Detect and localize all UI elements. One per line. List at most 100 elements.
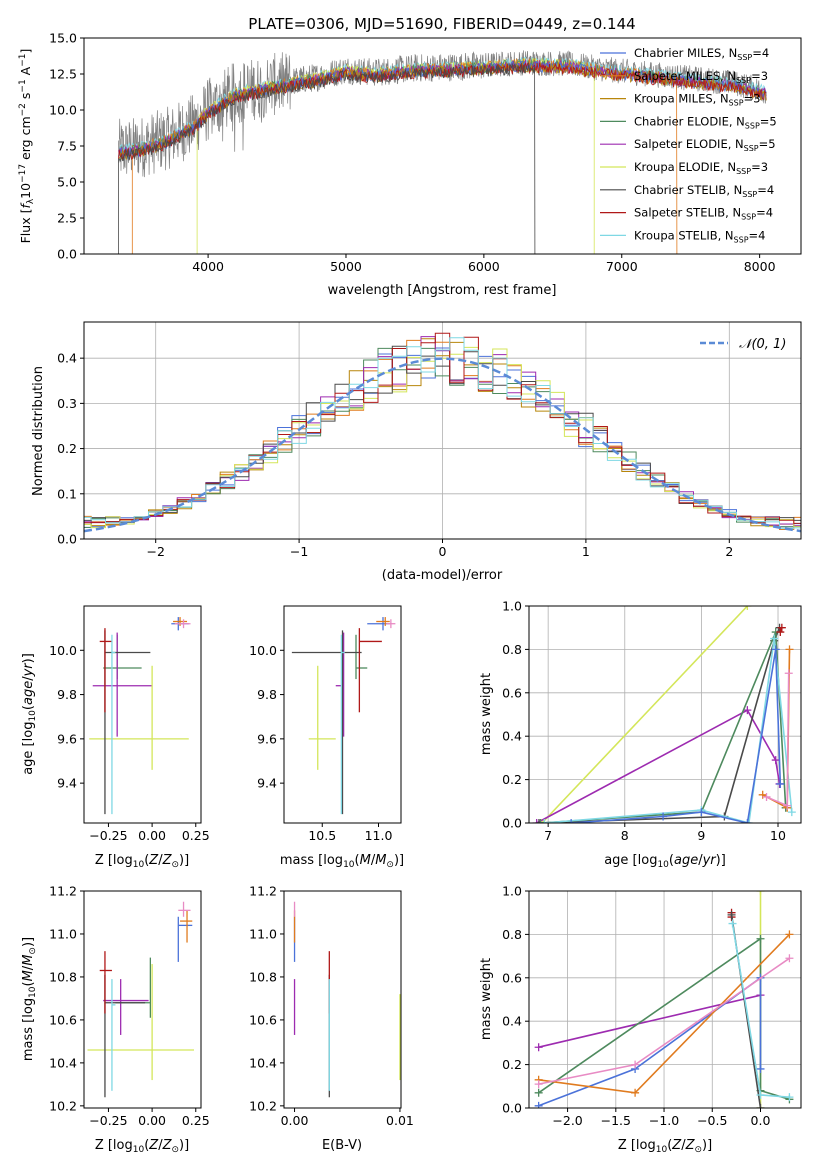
model-line-kroupa-miles [118, 61, 767, 161]
series-line-chabrier-miles [538, 976, 762, 1107]
y-tick-label: 11.2 [249, 884, 277, 899]
spectrum-lines [118, 50, 767, 254]
histogram-salpeter-stelib [84, 332, 801, 524]
series-marker [659, 812, 668, 821]
series-lines [534, 891, 794, 1108]
age-vs-mass-panel: 10.5 11.0 9.4 9.6 9.8 10.0 [249, 605, 402, 843]
series-marker [743, 606, 752, 610]
legend-entry: Salpeter MILES, NSSP=3 [634, 69, 768, 85]
legend-label: Chabrier STELIB, N [634, 183, 742, 197]
series-marker [567, 819, 576, 823]
legend-value: =3 [751, 160, 768, 174]
legend-label: Salpeter MILES, N [634, 69, 736, 83]
x-tick-label: 0.00 [138, 1113, 166, 1128]
x-tick-label: 1 [582, 544, 590, 559]
legend-sub: SSP [736, 76, 751, 85]
x-tick-label: −2.0 [552, 1113, 582, 1128]
legend-sub: SSP [745, 121, 760, 130]
y-tick-label: 11.0 [49, 926, 77, 941]
x-tick-label: 4000 [192, 259, 224, 274]
legend-label: Chabrier ELODIE, N [634, 114, 745, 128]
y-tick-label: 9.8 [257, 687, 277, 702]
x-axis-label: wavelength [Angstrom, rest frame] [328, 283, 557, 298]
y-tick-label: 9.6 [257, 731, 277, 746]
y-axis-label: Flux [fλ10−17 erg cm−2 s−1 A−1] [18, 49, 36, 244]
massweight-vs-metallicity-panel: −2.0 −1.5 −1.0 −0.5 0.0 0.0 0.2 0.4 0.6 0.8 1.0 [502, 884, 802, 1128]
age-vs-metallicity-panel: −0.25 0.00 0.25 9.4 9.6 9.8 10.0 [49, 605, 210, 843]
y-tick-label: 10.8 [249, 969, 277, 984]
series-marker [743, 706, 752, 715]
normal-legend-label: 𝒩(0, 1) [739, 337, 786, 352]
series-marker [728, 919, 737, 928]
legend-sub: SSP [737, 53, 752, 62]
x-tick-label: 6000 [468, 259, 500, 274]
y-tick-label: 0.4 [57, 351, 77, 366]
observed-spectrum-line [118, 50, 767, 178]
series-line-chabrier-miles [571, 649, 782, 823]
y-tick-label: 10.2 [249, 1098, 277, 1113]
model-line-chabrier-stelib [118, 62, 536, 254]
legend-entry: Chabrier ELODIE, NSSP=5 [634, 114, 777, 130]
x-tick-label: 0 [439, 544, 447, 559]
axes-frame [83, 605, 202, 824]
mass-vs-extinction-panel: 0.00 0.01 10.2 10.4 10.6 10.8 11.0 11.2 [249, 884, 414, 1129]
x-tick-label: −0.25 [89, 1113, 127, 1128]
series-marker [534, 1080, 543, 1089]
spectrum-panel: PLATE=0306, MJD=51690, FIBERID=0449, z=0… [18, 15, 802, 298]
y-tick-label: 0.2 [502, 1057, 522, 1072]
y-tick-label: 0.6 [502, 970, 522, 985]
x-tick-label: 0.25 [182, 1113, 210, 1128]
x-tick-label: 8 [621, 828, 629, 843]
series-line-chabrier-elodie [540, 631, 787, 823]
y-tick-label: 0.2 [502, 772, 522, 787]
x-tick-label: −0.5 [697, 1113, 727, 1128]
x-tick-label: 7 [544, 828, 552, 843]
x-tick-label: 0.01 [386, 1113, 414, 1128]
series-marker [631, 1088, 640, 1097]
series-lines [532, 606, 796, 823]
y-tick-label: 10.4 [49, 1055, 77, 1070]
model-line-salpeter-miles [131, 57, 678, 254]
legend-sub: SSP [744, 144, 759, 153]
legend-entry: Chabrier MILES, NSSP=4 [634, 46, 769, 62]
x-tick-label: 8000 [744, 259, 776, 274]
series-marker [770, 634, 779, 643]
y-tick-label: 0.0 [57, 532, 77, 547]
legend-label: Kroupa STELIB, N [634, 228, 734, 242]
mass-vs-metallicity-panel: −0.25 0.00 0.25 10.2 10.4 10.6 10.8 11.0 11.2 [49, 884, 210, 1129]
legend-label: Chabrier MILES, N [634, 46, 737, 60]
x-tick-label: −2 [146, 544, 164, 559]
chart-title: PLATE=0306, MJD=51690, FIBERID=0449, z=0… [248, 15, 635, 33]
series-marker [756, 1104, 765, 1108]
x-axis-label: Z [log10(Z/Z⊙)] [95, 853, 189, 870]
residual-histogram-panel: −2 −1 0 1 2 0.0 0.1 0.2 0.3 0.4 (data-model)/erro… [31, 321, 802, 583]
y-tick-label: 0.0 [502, 816, 522, 831]
x-tick-label: 0.00 [138, 828, 166, 843]
series-marker [785, 645, 794, 654]
y-tick-label: 10.8 [49, 969, 77, 984]
legend-label: Salpeter ELODIE, N [634, 137, 744, 151]
legend-sub: SSP [741, 213, 756, 222]
y-tick-label: 15.0 [49, 31, 77, 46]
x-axis-label: Z [log10(Z/Z⊙)] [95, 1138, 189, 1155]
legend-sub: SSP [734, 235, 749, 244]
series-marker [697, 808, 706, 817]
series-marker [534, 1043, 543, 1052]
residual-plot-area: −2 −1 0 1 2 0.0 0.1 0.2 0.3 0.4 [57, 321, 802, 559]
axes-frame [283, 605, 402, 824]
legend-value: =4 [756, 206, 773, 220]
y-tick-label: 0.1 [57, 486, 77, 501]
legend-label: Kroupa MILES, N [634, 92, 729, 106]
axes-frame [528, 890, 802, 1109]
x-tick-label: 10.5 [308, 828, 336, 843]
legend-entry: Salpeter STELIB, NSSP=4 [634, 206, 773, 222]
y-tick-label: 10.0 [249, 643, 277, 658]
y-tick-label: 0.2 [57, 441, 77, 456]
normal-legend: 𝒩(0, 1) [700, 337, 786, 352]
legend-value: =4 [757, 183, 774, 197]
y-tick-label: 1.0 [502, 599, 522, 614]
axes-frame [283, 890, 402, 1109]
axes-frame [83, 890, 202, 1109]
